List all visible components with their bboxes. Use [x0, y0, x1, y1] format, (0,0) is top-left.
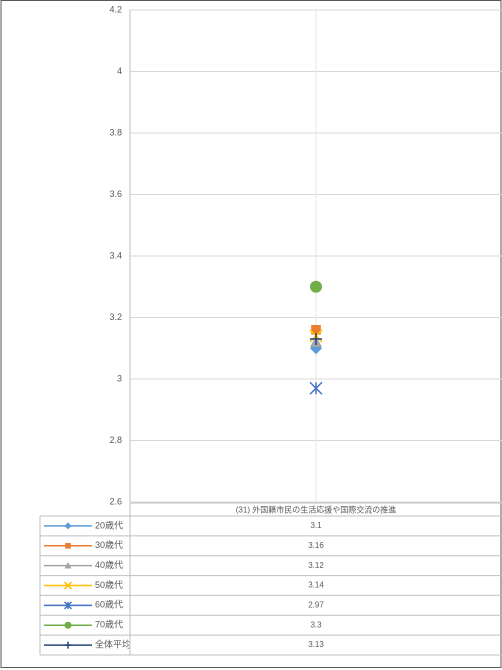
table-value: 3.16	[308, 541, 324, 550]
legend-label: 30歳代	[95, 539, 123, 550]
table-value: 2.97	[308, 600, 324, 609]
legend-label: 20歳代	[95, 519, 123, 530]
table-value: 3.14	[308, 581, 324, 590]
legend-label: 60歳代	[95, 599, 123, 610]
table-value: 3.3	[310, 620, 322, 629]
table-value: 3.12	[308, 561, 324, 570]
legend-label: 70歳代	[95, 619, 123, 630]
y-tick-label: 2.8	[109, 435, 122, 445]
table-value: 3.13	[308, 640, 324, 649]
y-tick-label: 3.8	[109, 127, 122, 137]
marker	[65, 542, 71, 549]
marker	[63, 601, 73, 610]
y-tick-label: 3.4	[109, 250, 122, 260]
table-value: 3.1	[310, 521, 322, 530]
marker	[64, 522, 72, 530]
data-point	[310, 280, 322, 293]
y-tick-label: 3	[117, 373, 122, 383]
legend-label: 40歳代	[95, 559, 123, 570]
legend-label: 50歳代	[95, 579, 123, 590]
data-point	[310, 333, 322, 346]
marker	[63, 581, 73, 590]
data-point	[309, 381, 323, 395]
marker	[64, 621, 72, 629]
y-tick-label: 2.6	[109, 496, 122, 506]
y-tick-label: 3.2	[109, 312, 122, 322]
y-tick-label: 4.2	[109, 4, 122, 14]
marker	[64, 641, 72, 649]
y-tick-label: 4	[117, 66, 122, 76]
marker	[64, 562, 72, 569]
y-tick-label: 3.6	[109, 189, 122, 199]
data-point	[311, 325, 321, 335]
table-header: (31) 外国籍市民の生活応援や国際交流の推進	[236, 505, 396, 515]
legend-label: 全体平均	[95, 638, 131, 649]
